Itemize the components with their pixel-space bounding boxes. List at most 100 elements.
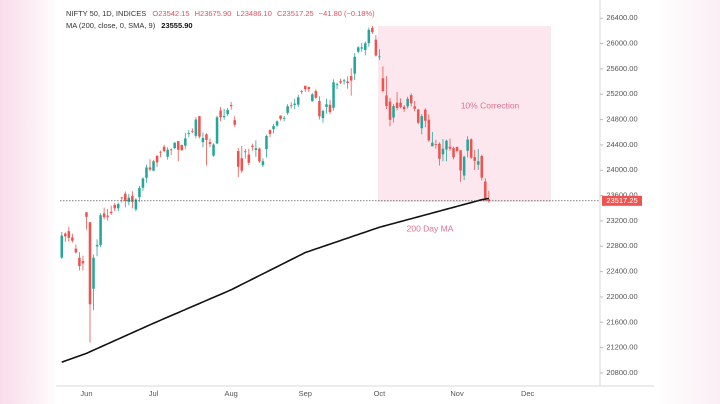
candle-body — [159, 151, 162, 153]
candle-body — [300, 91, 304, 92]
y-tick-label: 21200.00 — [606, 343, 637, 352]
candle-body — [371, 27, 374, 33]
candle-body — [416, 109, 420, 123]
ohlc-open: O23542.15 — [152, 9, 189, 18]
candle-body — [120, 197, 124, 199]
candle-body — [434, 144, 438, 145]
candle-body — [388, 101, 392, 120]
y-tick-label: 24000.00 — [606, 165, 637, 174]
ohlc-change: −41.80 (−0.18%) — [319, 9, 375, 18]
candle-body — [402, 106, 406, 110]
candle-body — [113, 204, 116, 209]
candle-body — [247, 154, 251, 163]
x-tick-label: Nov — [450, 389, 464, 398]
candle-body — [452, 148, 455, 158]
candle-body — [364, 43, 367, 50]
candle-body — [360, 47, 364, 49]
candle-body — [399, 102, 402, 108]
candle-body — [124, 193, 127, 201]
candle-body — [254, 148, 258, 150]
x-tick-label: Jul — [149, 389, 159, 398]
candle-body — [152, 161, 155, 171]
x-tick-label: Dec — [521, 389, 535, 398]
candle-body — [99, 215, 102, 245]
candle-body — [155, 155, 159, 163]
candle-body — [296, 97, 300, 105]
candle-body — [102, 213, 106, 218]
candle-body — [282, 118, 286, 119]
y-tick-label: 22400.00 — [606, 267, 637, 276]
candle-body — [88, 222, 92, 305]
candle-body — [272, 126, 275, 130]
candle-body — [385, 95, 388, 106]
candle-body — [427, 119, 431, 141]
candle-body — [268, 129, 272, 134]
chart-header: NIFTY 50, 1D, INDICES O23542.15 H23675.9… — [66, 9, 375, 18]
candle-body — [487, 199, 491, 201]
candle-body — [304, 85, 307, 90]
candle-body — [339, 81, 342, 83]
y-tick-label: 26400.00 — [606, 13, 637, 22]
candle-body — [60, 235, 64, 258]
candle-body — [226, 109, 229, 115]
candle-body — [441, 148, 445, 155]
candle-body — [476, 161, 480, 165]
ohlc-low: L23486.10 — [236, 9, 271, 18]
candle-body — [173, 142, 176, 149]
candle-body — [176, 141, 180, 150]
ma-header: MA (200, close, 0, SMA, 9) 23555.90 — [66, 21, 193, 30]
candle-body — [265, 135, 268, 150]
ma-annotation: 200 Day MA — [407, 223, 454, 233]
candle-body — [81, 260, 85, 264]
candle-body — [194, 119, 198, 136]
candle-body — [116, 204, 120, 209]
candle-body — [473, 157, 476, 161]
ma-line — [61, 197, 489, 363]
symbol-name: NIFTY 50, 1D, INDICES — [66, 9, 146, 18]
candle-body — [240, 158, 244, 171]
candle-body — [462, 156, 466, 176]
candle-body — [219, 110, 222, 118]
ma-name: MA (200, close, 0, SMA, 9) — [66, 21, 156, 30]
y-tick-label: 22000.00 — [606, 292, 637, 301]
candle-body — [307, 87, 311, 90]
candle-body — [85, 212, 88, 217]
candle-body — [191, 131, 194, 133]
candle-body — [109, 211, 113, 214]
candle-body — [459, 150, 462, 171]
candle-body — [212, 144, 215, 156]
ma-value: 23555.90 — [161, 21, 192, 30]
y-tick-label: 24400.00 — [606, 140, 637, 149]
candle-body — [353, 56, 356, 74]
candle-body — [392, 106, 395, 118]
candle-body — [409, 95, 413, 104]
candle-body — [413, 106, 416, 109]
y-tick-label: 25600.00 — [606, 64, 637, 73]
candle-body — [293, 103, 296, 105]
candle-body — [95, 244, 99, 247]
candle-body — [349, 76, 353, 81]
candle-body — [71, 237, 74, 241]
candle-body — [180, 144, 184, 151]
candle-body — [148, 167, 152, 170]
candle-body — [374, 39, 378, 56]
candle-body — [448, 146, 452, 149]
candle-body — [236, 151, 240, 167]
candle-body — [314, 91, 318, 98]
plot-area — [60, 25, 491, 363]
candle-body — [469, 139, 473, 158]
candle-body — [131, 195, 134, 202]
x-tick-label: Aug — [224, 389, 237, 398]
candle-body — [367, 29, 371, 44]
candle-body — [106, 215, 109, 217]
candle-body — [215, 117, 219, 144]
candle-body — [184, 138, 187, 146]
y-tick-label: 24800.00 — [606, 115, 637, 124]
y-tick-label: 22800.00 — [606, 241, 637, 250]
candle-body — [208, 142, 212, 145]
candle-body — [64, 233, 67, 237]
y-tick-label: 21600.00 — [606, 317, 637, 326]
candle-body — [328, 104, 332, 113]
candle-body — [166, 149, 169, 157]
